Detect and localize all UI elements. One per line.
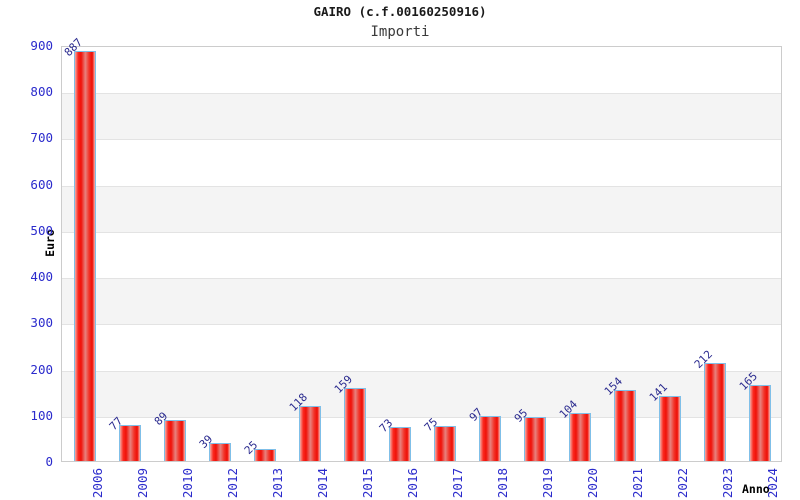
x-tick-label: 2023: [720, 468, 736, 499]
x-tick-label: 2014: [314, 468, 330, 499]
y-tick-label: 400: [30, 269, 53, 285]
gridline: [62, 417, 781, 418]
bar[interactable]: [298, 406, 321, 461]
bar[interactable]: [343, 387, 366, 461]
y-tick-label: 800: [30, 84, 53, 100]
gridline: [62, 371, 781, 372]
bar[interactable]: [73, 51, 96, 461]
gridline: [62, 324, 781, 325]
y-tick-label: 500: [30, 222, 53, 238]
x-tick-label: 2006: [89, 468, 105, 499]
bar[interactable]: [524, 417, 547, 461]
x-tick-label: 2013: [269, 468, 285, 499]
bar[interactable]: [163, 419, 186, 461]
bar[interactable]: [118, 425, 141, 461]
x-tick-label: 2009: [134, 468, 150, 499]
gridline: [62, 278, 781, 279]
bar[interactable]: [704, 363, 727, 461]
x-tick-label: 2018: [495, 468, 511, 499]
chart-subtitle: Importi: [370, 24, 430, 40]
bar[interactable]: [569, 412, 592, 461]
x-tick-label: 2010: [179, 468, 195, 499]
x-tick-label: 2012: [224, 468, 240, 499]
x-tick-label: 2022: [675, 468, 691, 499]
chart-title: GAIRO (c.f.00160250916): [313, 4, 487, 19]
y-tick-label: 300: [30, 315, 53, 331]
bar[interactable]: [659, 395, 682, 461]
x-tick-label: 2017: [450, 468, 466, 499]
background-band: [62, 185, 781, 232]
plot-area: [61, 46, 782, 462]
bar[interactable]: [253, 449, 276, 461]
x-tick-label: 2021: [630, 468, 646, 499]
y-tick-label: 100: [30, 407, 53, 423]
x-tick-label: 2019: [540, 468, 556, 499]
x-tick-label: 2016: [404, 468, 420, 499]
background-band: [62, 93, 781, 140]
bar[interactable]: [749, 384, 772, 461]
background-band: [62, 278, 781, 325]
gridline: [62, 186, 781, 187]
y-tick-label: 200: [30, 361, 53, 377]
x-axis-title: Anno: [742, 482, 770, 496]
bar[interactable]: [614, 389, 637, 461]
bar[interactable]: [388, 427, 411, 461]
x-tick-label: 2024: [765, 468, 781, 499]
bar[interactable]: [208, 442, 231, 461]
gridline: [62, 139, 781, 140]
y-tick-label: 0: [45, 454, 53, 469]
bar[interactable]: [479, 416, 502, 461]
x-tick-label: 2020: [585, 468, 601, 499]
y-tick-label: 900: [30, 38, 53, 53]
x-tick-label: 2015: [359, 468, 375, 499]
y-tick-label: 700: [30, 130, 53, 146]
bar[interactable]: [434, 426, 457, 461]
y-tick-label: 600: [30, 176, 53, 192]
gridline: [62, 93, 781, 94]
gridline: [62, 232, 781, 233]
